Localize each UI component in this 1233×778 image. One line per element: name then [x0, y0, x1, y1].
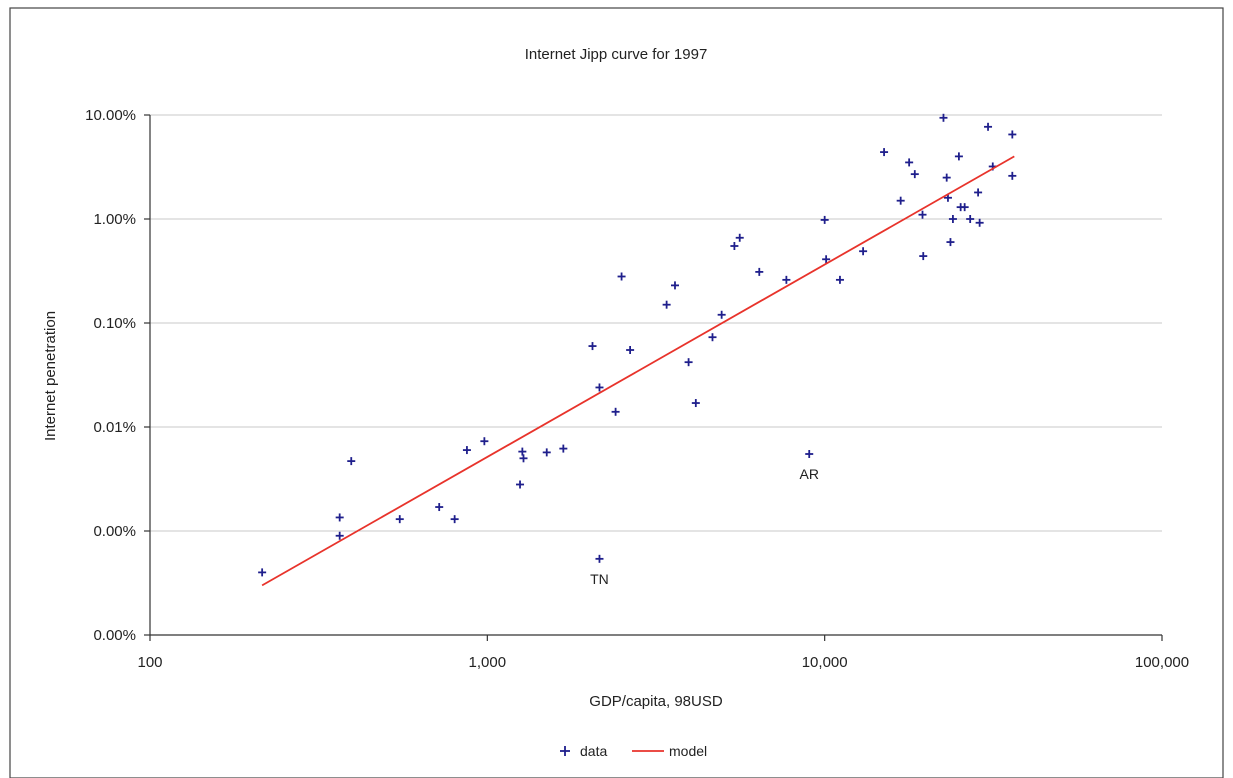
data-point — [611, 407, 620, 416]
data-point — [939, 113, 948, 122]
data-point — [1008, 171, 1017, 180]
y-tick-label: 1.00% — [93, 211, 136, 228]
data-point — [919, 252, 928, 261]
data-point — [755, 267, 764, 276]
data-point — [859, 247, 868, 256]
data-point — [896, 196, 905, 205]
data-point — [518, 447, 527, 456]
data-point — [435, 503, 444, 512]
legend: data model — [560, 743, 707, 759]
data-point — [559, 444, 568, 453]
data-point — [395, 515, 404, 524]
chart-title: Internet Jipp curve for 1997 — [525, 46, 708, 63]
annotation-tn: TN — [590, 571, 609, 587]
data-point — [462, 446, 471, 455]
annotations: TN AR — [590, 466, 819, 587]
data-point — [450, 515, 459, 524]
data-point — [835, 275, 844, 284]
data-point — [905, 158, 914, 167]
data-point — [347, 457, 356, 466]
data-point — [684, 358, 693, 367]
data-point — [782, 275, 791, 284]
data-point — [595, 554, 604, 563]
data-point — [820, 215, 829, 224]
data-point — [954, 152, 963, 161]
y-tick-label: 0.10% — [93, 315, 136, 332]
data-point — [335, 513, 344, 522]
annotation-ar: AR — [800, 466, 819, 482]
legend-item-data: data — [560, 743, 607, 759]
data-point — [335, 531, 344, 540]
data-point — [984, 122, 993, 131]
data-point — [805, 450, 814, 459]
x-axis-title: GDP/capita, 98USD — [589, 693, 723, 710]
gridlines — [150, 114, 1162, 532]
data-point — [662, 300, 671, 309]
y-axis-ticks: 0.00% 0.00% 0.01% 0.10% 1.00% 10.00% — [85, 107, 150, 644]
x-tick-label: 100,000 — [1135, 654, 1189, 671]
data-point — [595, 383, 604, 392]
data-point — [258, 568, 267, 577]
legend-label-data: data — [580, 743, 607, 759]
data-point — [670, 281, 679, 290]
data-point — [480, 437, 489, 446]
data-point — [617, 272, 626, 281]
series-line-model — [261, 155, 1015, 587]
data-point — [880, 148, 889, 157]
legend-item-model: model — [632, 743, 707, 759]
y-tick-label: 0.01% — [93, 419, 136, 436]
y-axis-title: Internet penetration — [42, 311, 59, 441]
data-point — [960, 203, 969, 212]
y-tick-label: 0.00% — [93, 523, 136, 540]
data-point — [946, 238, 955, 247]
data-point — [516, 480, 525, 489]
x-tick-label: 1,000 — [469, 654, 507, 671]
data-point — [691, 399, 700, 408]
data-point — [519, 454, 528, 463]
data-point — [918, 210, 927, 219]
data-point — [910, 170, 919, 179]
data-point — [588, 342, 597, 351]
x-axis-ticks: 100 1,000 10,000 100,000 — [137, 635, 1189, 671]
data-point — [708, 333, 717, 342]
y-tick-label: 0.00% — [93, 627, 136, 644]
data-point — [948, 215, 957, 223]
data-point — [822, 255, 831, 264]
data-point — [942, 173, 951, 182]
chart-border — [9, 7, 1224, 778]
data-point — [966, 215, 975, 223]
data-point — [730, 242, 739, 251]
data-point — [542, 448, 551, 457]
data-point — [626, 346, 635, 355]
data-point — [717, 310, 726, 319]
legend-label-model: model — [669, 743, 707, 759]
data-point — [1008, 130, 1017, 139]
data-point — [975, 218, 984, 227]
data-point — [974, 188, 983, 197]
plot-area — [258, 113, 1017, 587]
x-tick-label: 10,000 — [802, 654, 848, 671]
x-tick-label: 100 — [137, 654, 162, 671]
data-point — [735, 233, 744, 242]
y-tick-label: 10.00% — [85, 107, 136, 124]
